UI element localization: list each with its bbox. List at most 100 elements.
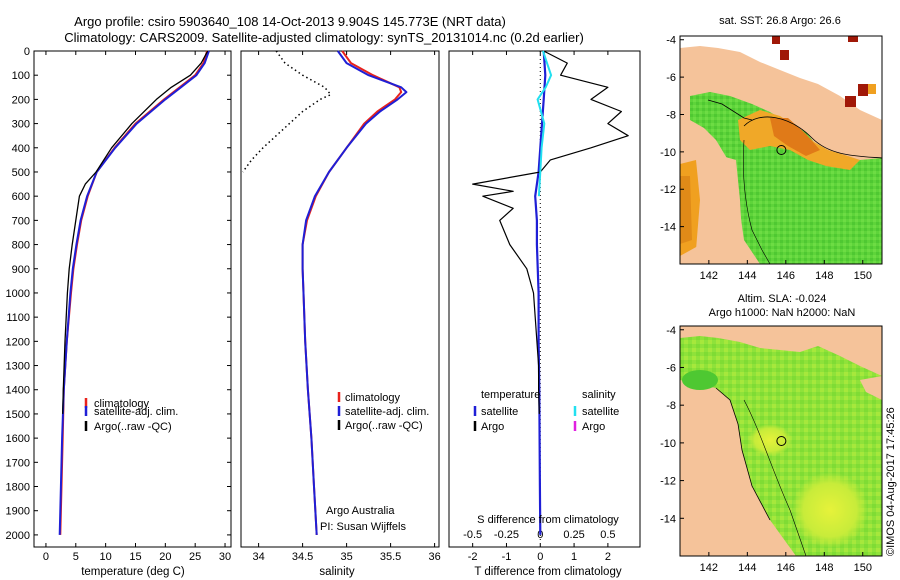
island-land bbox=[860, 376, 882, 400]
open-ocean-no-data bbox=[680, 36, 882, 120]
lon-tick-label: 144 bbox=[738, 562, 756, 574]
png-land bbox=[680, 326, 882, 376]
cape-york-land bbox=[680, 156, 752, 264]
temperature-x-axis: 0 5 10 15 20 25 30 bbox=[43, 51, 231, 563]
legend-label-argo: Argo(..raw -QC) bbox=[345, 420, 423, 432]
legend-label-t-argo: Argo bbox=[481, 421, 504, 433]
sst-hot-pixel bbox=[858, 84, 868, 96]
series-line-satellite-adj-clim- bbox=[301, 50, 408, 535]
y-tick-label: 900 bbox=[12, 264, 30, 276]
salinity-series bbox=[242, 50, 408, 535]
sst-hot-pixel bbox=[848, 36, 858, 42]
legend-label-s-argo: Argo bbox=[582, 421, 605, 433]
x-tick-label: 25 bbox=[189, 551, 201, 563]
argo-float-position bbox=[776, 436, 787, 446]
legend-heading-salinity: salinity bbox=[582, 389, 616, 401]
y-tick-label: 0 bbox=[24, 46, 30, 58]
legend-label-satellite: satellite-adj. clim. bbox=[94, 406, 178, 418]
sst-hottest-band bbox=[770, 118, 820, 156]
sst-map-lon-axis: 142 144 146 148 150 bbox=[700, 260, 872, 282]
temperature-x-label: temperature (deg C) bbox=[81, 566, 185, 578]
x-tick-label: 30 bbox=[219, 551, 231, 563]
sla-low-anomaly bbox=[682, 370, 718, 390]
imos-timestamp: ©IMOS 04-Aug-2017 17:45:26 bbox=[885, 407, 897, 556]
y-tick-label: 2000 bbox=[6, 530, 30, 542]
sst-map-frame bbox=[679, 35, 883, 265]
x-tick-label: 1 bbox=[571, 551, 577, 563]
difference-panel: -2 -1 0 1 2 -0.5 -0.25 0 0.25 0.5 temperature sa… bbox=[448, 50, 641, 578]
temperature-series bbox=[58, 50, 210, 535]
x-tick-label: 0 bbox=[43, 551, 49, 563]
coastline bbox=[743, 116, 882, 159]
y-tick-label: 1900 bbox=[6, 506, 30, 518]
x-tick-label: 2 bbox=[605, 551, 611, 563]
depth-axis: 0 100 200 300 400 500 600 700 800 900 1000 1100 1200… bbox=[6, 46, 231, 542]
x2-tick-label: -0.5 bbox=[463, 529, 482, 541]
legend-label-argo: Argo(..raw -QC) bbox=[94, 421, 172, 433]
sst-hot-pixel bbox=[845, 96, 856, 107]
x-tick-label: 0 bbox=[537, 551, 543, 563]
sla-high-anomaly bbox=[792, 472, 868, 548]
coastline bbox=[707, 99, 753, 121]
series-line-t-argo bbox=[472, 50, 629, 414]
lat-tick-label: -14 bbox=[660, 222, 676, 234]
salinity-legend: climatology satellite-adj. clim. Argo(..… bbox=[337, 392, 429, 432]
lon-tick-label: 146 bbox=[777, 270, 795, 282]
coastline bbox=[715, 387, 771, 521]
legend-label-s-satellite: satellite bbox=[582, 406, 619, 418]
series-line-t-satellite bbox=[534, 50, 547, 535]
sst-map-title: sat. SST: 26.8 Argo: 26.6 bbox=[719, 15, 841, 27]
credit-organisation: Argo Australia bbox=[326, 505, 395, 517]
argo-float-position bbox=[776, 145, 787, 155]
y-tick-label: 500 bbox=[12, 167, 30, 179]
series-line-argo-raw-qc- bbox=[62, 50, 209, 414]
lat-tick-label: -8 bbox=[666, 400, 676, 412]
x-tick-label: 34.5 bbox=[292, 551, 313, 563]
s-difference-x-axis: -0.5 -0.25 0 0.25 0.5 bbox=[463, 529, 615, 541]
y-tick-label: 1600 bbox=[6, 433, 30, 445]
legend-label-t-satellite: satellite bbox=[481, 406, 518, 418]
bathymetry-contour bbox=[742, 139, 771, 264]
y-tick-label: 300 bbox=[12, 119, 30, 131]
legend-heading-temperature: temperature bbox=[481, 389, 540, 401]
x-tick-label: 34 bbox=[252, 551, 264, 563]
sla-map-image bbox=[680, 326, 882, 556]
x-tick-label: 35.5 bbox=[380, 551, 401, 563]
sst-map-lat-axis: -4 -6 -8 -10 -12 -14 bbox=[660, 35, 684, 234]
bathymetry-contour bbox=[743, 399, 807, 556]
y-tick-label: 1000 bbox=[6, 288, 30, 300]
lon-tick-label: 144 bbox=[738, 270, 756, 282]
lat-tick-label: -4 bbox=[666, 325, 676, 337]
series-line-climatology bbox=[59, 50, 209, 535]
y-tick-label: 200 bbox=[12, 94, 30, 106]
t-difference-x-axis: -2 -1 0 1 2 bbox=[468, 51, 611, 563]
sla-map-lat-axis: -4 -6 -8 -10 -12 -14 bbox=[660, 325, 684, 525]
sla-high-anomaly bbox=[748, 424, 792, 456]
y-tick-label: 800 bbox=[12, 240, 30, 252]
sla-map-subtitle: Argo h1000: NaN h2000: NaN bbox=[709, 307, 856, 319]
lat-tick-label: -12 bbox=[660, 476, 676, 488]
x2-tick-label: -0.25 bbox=[494, 529, 519, 541]
sst-map: sat. SST: 26.8 Argo: 26.6 -4 -6 -8 -10 -12 -1… bbox=[660, 15, 883, 282]
lat-tick-label: -12 bbox=[660, 184, 676, 196]
legend-label-climatology: climatology bbox=[345, 392, 401, 404]
sla-map-lon-axis: 142 144 146 148 150 bbox=[700, 552, 872, 574]
lat-tick-label: -6 bbox=[666, 72, 676, 84]
x2-tick-label: 0 bbox=[537, 529, 543, 541]
x-tick-label: 5 bbox=[73, 551, 79, 563]
y-tick-label: 1300 bbox=[6, 361, 30, 373]
x-tick-label: 15 bbox=[129, 551, 141, 563]
s-difference-x-label: S difference from climatology bbox=[477, 514, 619, 526]
salinity-plot-frame bbox=[240, 50, 440, 548]
difference-series bbox=[472, 50, 629, 535]
y-tick-label: 700 bbox=[12, 215, 30, 227]
x-tick-label: 35 bbox=[340, 551, 352, 563]
y-tick-label: 400 bbox=[12, 143, 30, 155]
lat-tick-label: -6 bbox=[666, 362, 676, 374]
salinity-difference-legend: salinity satellite Argo bbox=[573, 389, 619, 433]
sst-map-image bbox=[680, 36, 882, 264]
t-difference-x-label: T difference from climatology bbox=[474, 566, 621, 578]
x-tick-label: 20 bbox=[159, 551, 171, 563]
sst-west-strip-core bbox=[680, 176, 692, 244]
